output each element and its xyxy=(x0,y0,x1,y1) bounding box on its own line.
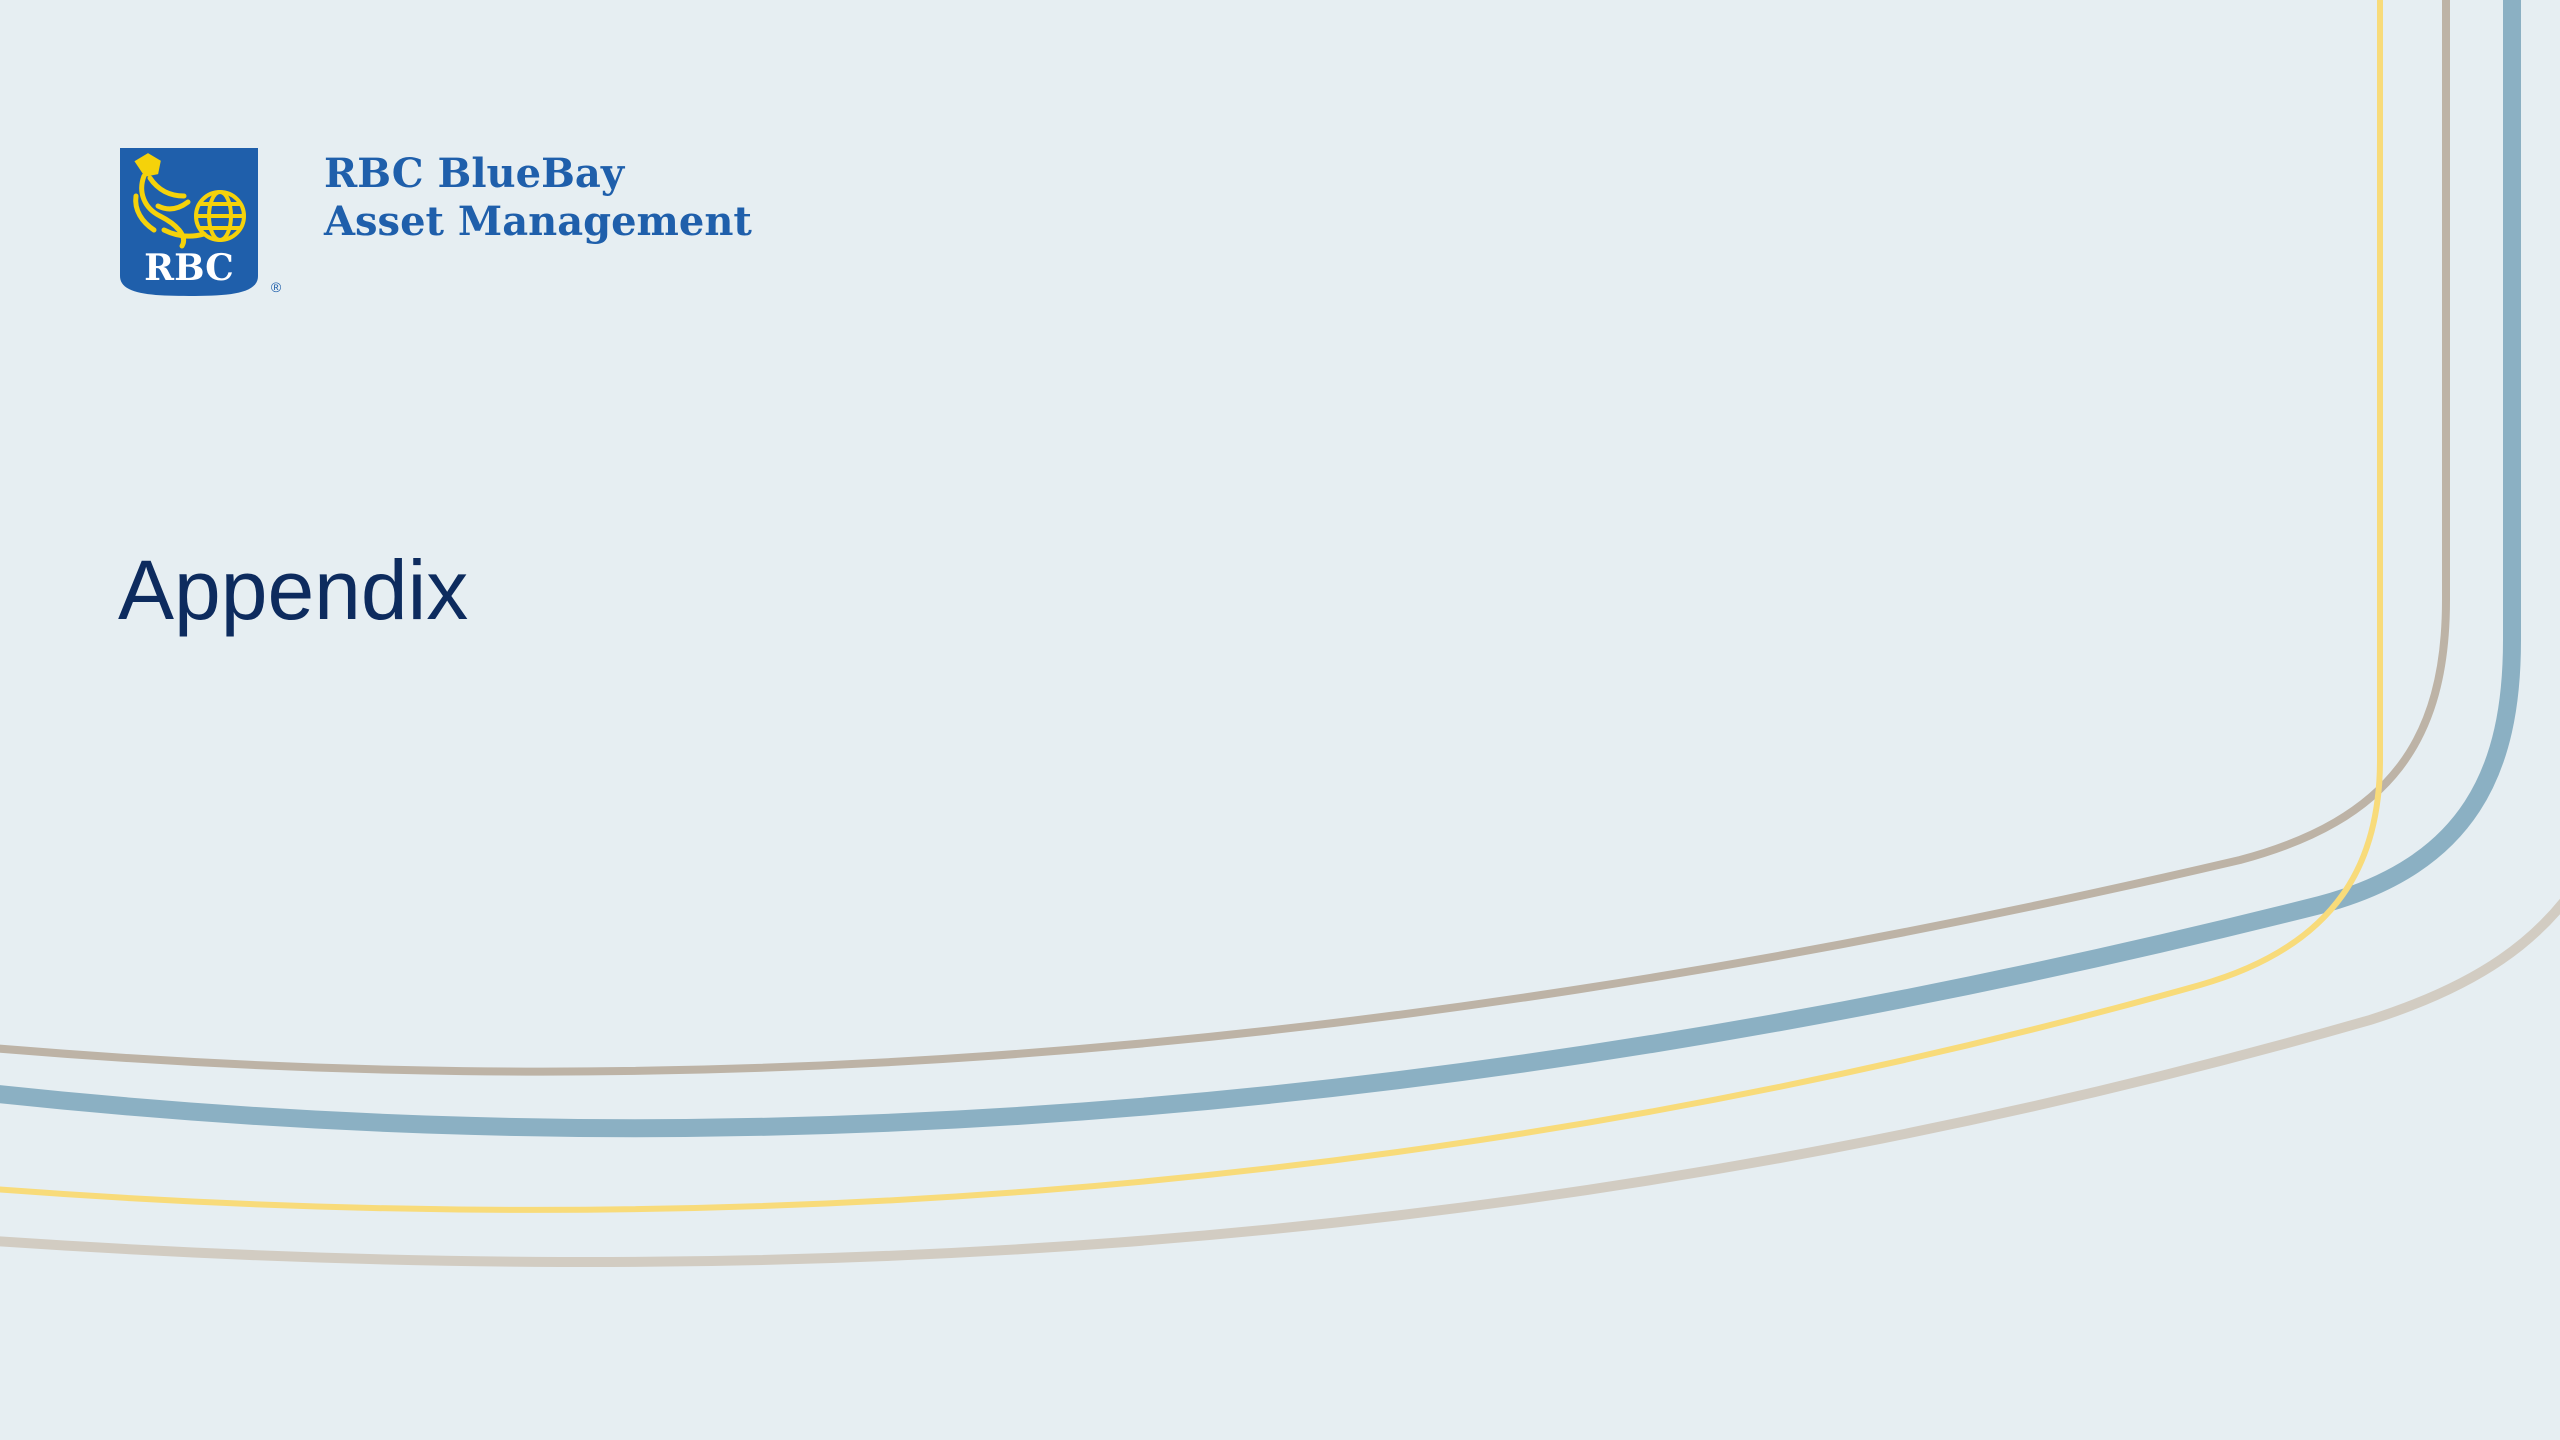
brand-name-line2: Asset Management xyxy=(324,198,752,245)
curve-blue xyxy=(0,0,2521,1138)
shield-rbc-text: RBC xyxy=(144,247,234,289)
rbc-shield-logo: RBC ® xyxy=(120,148,282,296)
brand-name: RBC BlueBay Asset Management xyxy=(324,150,752,246)
registered-mark: ® xyxy=(271,279,282,295)
curve-light-taupe xyxy=(0,898,2560,1268)
curve-yellow xyxy=(0,0,2383,1213)
logo: RBC ® RBC BlueBay Asset Management xyxy=(118,146,798,306)
globe-icon xyxy=(194,190,246,242)
page-title: Appendix xyxy=(118,543,469,637)
curve-taupe xyxy=(0,0,2450,1076)
brand-name-line1: RBC BlueBay xyxy=(324,150,625,197)
lion-emblem-icon xyxy=(133,153,207,249)
